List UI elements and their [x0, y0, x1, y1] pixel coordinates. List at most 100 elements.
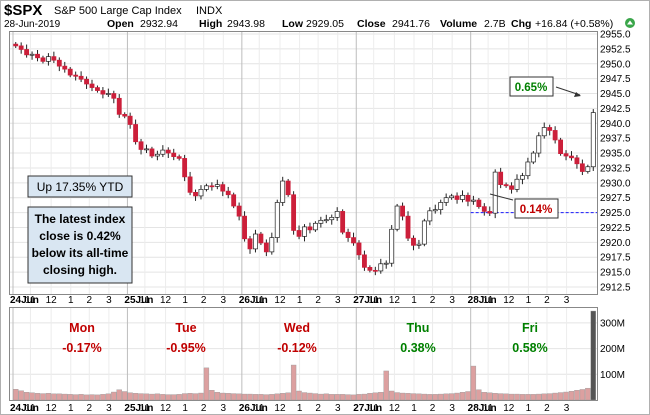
- x-tick-label-top: 1: [526, 295, 532, 306]
- x-tick-label-top: 25Jun: [124, 295, 153, 306]
- volume-bar: [83, 394, 90, 401]
- candle-body: [165, 149, 171, 154]
- volume-bar: [94, 394, 101, 401]
- volume-label: Volume: [440, 18, 477, 30]
- candle-body: [187, 176, 193, 193]
- day-change-label: 0.58%: [512, 341, 547, 355]
- candle-body: [95, 87, 100, 91]
- high-value: 2943.98: [227, 18, 265, 30]
- volume-bar: [62, 393, 68, 401]
- candle-body: [525, 161, 531, 177]
- volume-bar: [241, 393, 248, 401]
- volume-bar: [432, 394, 438, 401]
- candle-body: [231, 194, 237, 207]
- volume-bar: [503, 393, 509, 401]
- volume-bar: [312, 393, 319, 401]
- volume-bar: [51, 393, 57, 401]
- volume-bar: [579, 389, 586, 401]
- volume-bar: [590, 310, 596, 401]
- volume-bar: [23, 392, 30, 401]
- volume-bar: [410, 393, 417, 401]
- candle-body: [40, 57, 46, 62]
- volume-bar: [13, 389, 19, 401]
- volume-bar: [487, 392, 493, 401]
- callout-up: 0.65%: [509, 76, 581, 97]
- price-tick-label: 2940.0: [600, 119, 631, 130]
- volume-bar: [116, 389, 122, 401]
- candle-body: [449, 195, 455, 199]
- day-name-label: Wed: [284, 321, 310, 335]
- x-tick-label-bottom: 3: [106, 403, 112, 414]
- volume-bar: [323, 393, 329, 401]
- candle-body: [509, 185, 514, 190]
- volume-bar: [198, 392, 204, 401]
- volume-bar: [448, 393, 455, 401]
- volume-bar: [492, 393, 498, 401]
- candle-body: [84, 78, 89, 85]
- open-value: 2932.94: [140, 18, 178, 30]
- candle-body: [204, 185, 209, 190]
- candle-body: [312, 222, 318, 231]
- volume-bar: [220, 392, 226, 401]
- x-tick-label-bottom: 3: [221, 403, 227, 414]
- candle-body: [133, 124, 139, 143]
- volume-bar: [394, 392, 400, 401]
- volume-bar: [100, 394, 106, 401]
- candle-body: [182, 158, 188, 178]
- candle-body: [405, 215, 411, 239]
- candle-body: [590, 112, 596, 168]
- candle-body: [263, 242, 269, 253]
- candle-body: [530, 152, 536, 163]
- price-panel: [9, 31, 598, 295]
- candle-body: [585, 166, 591, 172]
- x-tick-label-top: 11: [25, 295, 36, 306]
- x-tick-label-top: 11: [483, 295, 494, 306]
- candle-body: [193, 191, 198, 197]
- candle-body: [411, 237, 416, 246]
- volume-bar: [171, 394, 177, 401]
- x-tick-label-top: 1: [411, 295, 417, 306]
- candle-body: [127, 115, 133, 125]
- volume-bar: [552, 392, 558, 401]
- price-tick-label: 2927.5: [600, 193, 631, 204]
- volume-bar: [78, 394, 84, 401]
- price-tick-label: 2947.5: [600, 74, 631, 85]
- candle-body: [198, 189, 204, 197]
- price-tick-label: 2950.0: [600, 59, 631, 70]
- volume-bar: [122, 391, 128, 401]
- x-tick-label-bottom: 11: [25, 403, 36, 414]
- day-name-label: Tue: [175, 321, 196, 335]
- volume-panel: [9, 307, 598, 401]
- volume-bar: [165, 394, 171, 401]
- candle-body: [574, 157, 580, 165]
- volume-bar: [296, 390, 302, 401]
- day-change-label: -0.12%: [277, 341, 317, 355]
- candle-body: [563, 153, 569, 157]
- x-tick-label-top: 3: [221, 295, 227, 306]
- x-tick-label-bottom: 3: [335, 403, 341, 414]
- x-tick-label-bottom: 11: [254, 403, 265, 414]
- exchange-label: INDX: [196, 5, 223, 17]
- price-tick-label: 2922.5: [600, 223, 631, 234]
- volume-bar: [231, 393, 237, 401]
- note-line: The latest index: [35, 212, 126, 226]
- x-tick-label-top: 1: [68, 295, 74, 306]
- x-tick-label-top: 11: [254, 295, 265, 306]
- x-tick-label-bottom: 2: [86, 403, 92, 414]
- volume-bar: [89, 394, 95, 401]
- candle-body: [362, 254, 367, 268]
- x-tick-label-bottom: 1: [182, 403, 188, 414]
- candle-body: [62, 65, 68, 70]
- candle-body: [536, 135, 542, 154]
- candle-body: [470, 199, 476, 202]
- volume-bar: [399, 392, 406, 401]
- price-tick-label: 2920.0: [600, 238, 631, 249]
- candle-body: [367, 267, 373, 271]
- candle-body: [291, 194, 297, 231]
- volume-bar: [67, 394, 73, 401]
- candle-body: [520, 175, 525, 180]
- candle-body: [323, 219, 329, 222]
- volume-bar: [29, 392, 35, 401]
- day-change-label: 0.38%: [400, 341, 435, 355]
